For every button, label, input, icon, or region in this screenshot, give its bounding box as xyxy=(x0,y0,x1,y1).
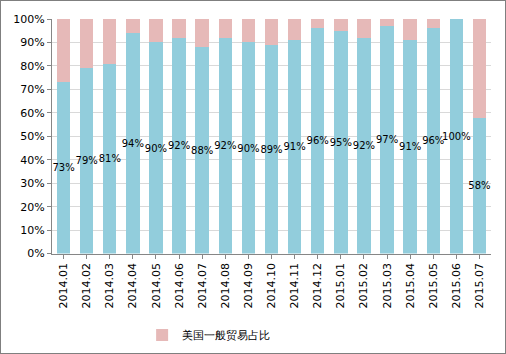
svg-text:2014.04: 2014.04 xyxy=(126,263,139,309)
svg-text:2014.05: 2014.05 xyxy=(150,263,163,309)
svg-text:2014.06: 2014.06 xyxy=(173,263,186,309)
svg-text:88%: 88% xyxy=(191,145,213,156)
svg-text:2014.07: 2014.07 xyxy=(196,263,209,309)
svg-text:2014.03: 2014.03 xyxy=(103,263,116,309)
svg-text:90%: 90% xyxy=(20,36,44,49)
svg-text:2015.06: 2015.06 xyxy=(450,263,463,309)
svg-text:30%: 30% xyxy=(20,177,44,190)
svg-text:100%: 100% xyxy=(442,131,471,142)
svg-text:美国一般贸易占比: 美国一般贸易占比 xyxy=(182,329,270,342)
svg-text:2014.10: 2014.10 xyxy=(265,263,278,309)
svg-text:10%: 10% xyxy=(20,224,44,237)
svg-text:58%: 58% xyxy=(468,180,490,191)
svg-text:90%: 90% xyxy=(237,143,259,154)
svg-text:96%: 96% xyxy=(307,135,329,146)
svg-text:95%: 95% xyxy=(330,137,352,148)
svg-text:73%: 73% xyxy=(52,162,74,173)
svg-text:2014.08: 2014.08 xyxy=(219,263,232,309)
svg-text:96%: 96% xyxy=(422,135,444,146)
svg-text:2014.12: 2014.12 xyxy=(311,263,324,309)
svg-text:81%: 81% xyxy=(99,153,121,164)
svg-text:79%: 79% xyxy=(76,155,98,166)
svg-text:89%: 89% xyxy=(260,144,282,155)
svg-text:2015.01: 2015.01 xyxy=(334,263,347,309)
svg-text:60%: 60% xyxy=(20,107,44,120)
svg-text:94%: 94% xyxy=(122,138,144,149)
svg-text:70%: 70% xyxy=(20,83,44,96)
svg-text:0%: 0% xyxy=(27,247,44,260)
svg-text:2014.02: 2014.02 xyxy=(80,263,93,309)
svg-text:90%: 90% xyxy=(145,143,167,154)
svg-text:2014.09: 2014.09 xyxy=(242,263,255,309)
svg-text:50%: 50% xyxy=(20,130,44,143)
svg-text:2015.02: 2015.02 xyxy=(357,263,370,309)
svg-text:100%: 100% xyxy=(13,13,44,26)
svg-text:2015.05: 2015.05 xyxy=(427,263,440,309)
svg-text:2015.07: 2015.07 xyxy=(473,263,486,309)
svg-text:2015.04: 2015.04 xyxy=(404,263,417,309)
svg-text:2015.03: 2015.03 xyxy=(381,263,394,309)
svg-text:2014.01: 2014.01 xyxy=(57,263,70,309)
svg-text:80%: 80% xyxy=(20,60,44,73)
svg-text:92%: 92% xyxy=(168,140,190,151)
svg-text:40%: 40% xyxy=(20,154,44,167)
svg-text:92%: 92% xyxy=(353,140,375,151)
svg-text:91%: 91% xyxy=(283,141,305,152)
svg-text:20%: 20% xyxy=(20,201,44,214)
svg-text:2014.11: 2014.11 xyxy=(288,263,301,309)
svg-text:91%: 91% xyxy=(399,141,421,152)
svg-text:97%: 97% xyxy=(376,134,398,145)
svg-text:92%: 92% xyxy=(214,140,236,151)
